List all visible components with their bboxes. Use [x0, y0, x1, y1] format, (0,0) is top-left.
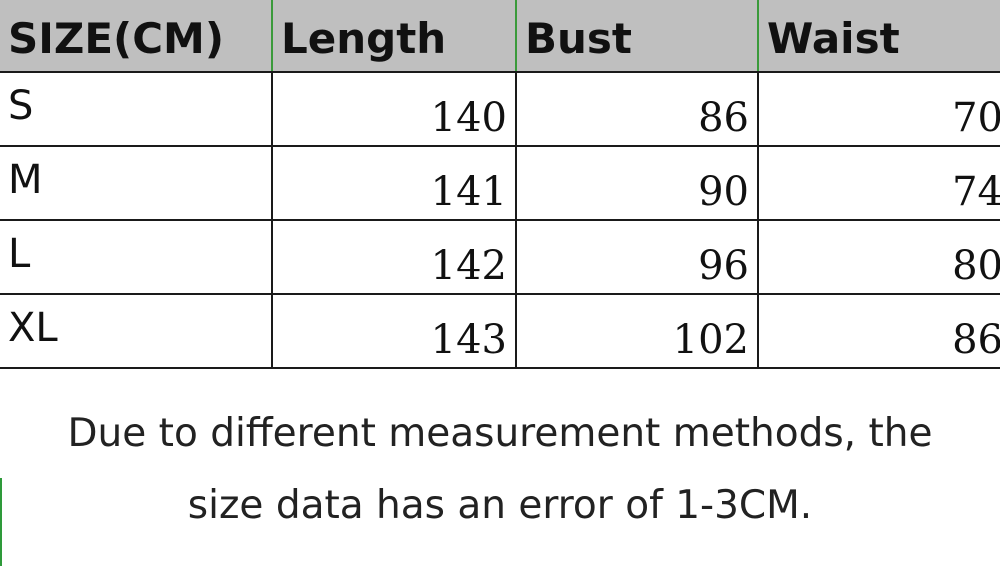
waist-cell: 74	[757, 145, 1000, 221]
column-header-bust: Bust	[515, 0, 759, 73]
size-cell: M	[0, 145, 273, 221]
column-header-waist: Waist	[757, 0, 1000, 73]
length-cell: 143	[271, 293, 517, 369]
length-cell: 140	[271, 71, 517, 147]
length-cell: 141	[271, 145, 517, 221]
measurement-note: Due to different measurement methods, th…	[0, 398, 1000, 542]
bust-cell: 96	[515, 219, 759, 295]
left-accent-line	[0, 478, 2, 566]
bust-cell: 86	[515, 71, 759, 147]
column-header-size: SIZE(CM)	[0, 0, 273, 73]
bust-cell: 90	[515, 145, 759, 221]
note-line-2: size data has an error of 1-3CM.	[187, 483, 813, 528]
size-cell: L	[0, 219, 273, 295]
table-row: M 141 90 74	[0, 145, 1000, 221]
header-row: SIZE(CM) Length Bust Waist	[0, 0, 1000, 73]
size-cell: XL	[0, 293, 273, 369]
length-cell: 142	[271, 219, 517, 295]
table-row: XL 143 102 86	[0, 293, 1000, 369]
waist-cell: 80	[757, 219, 1000, 295]
table-row: S 140 86 70	[0, 71, 1000, 147]
table-row: L 142 96 80	[0, 219, 1000, 295]
size-cell: S	[0, 71, 273, 147]
waist-cell: 86	[757, 293, 1000, 369]
note-line-1: Due to different measurement methods, th…	[67, 411, 933, 456]
size-table: SIZE(CM) Length Bust Waist S 140 86 70 M…	[0, 0, 1000, 369]
bust-cell: 102	[515, 293, 759, 369]
waist-cell: 70	[757, 71, 1000, 147]
column-header-length: Length	[271, 0, 517, 73]
